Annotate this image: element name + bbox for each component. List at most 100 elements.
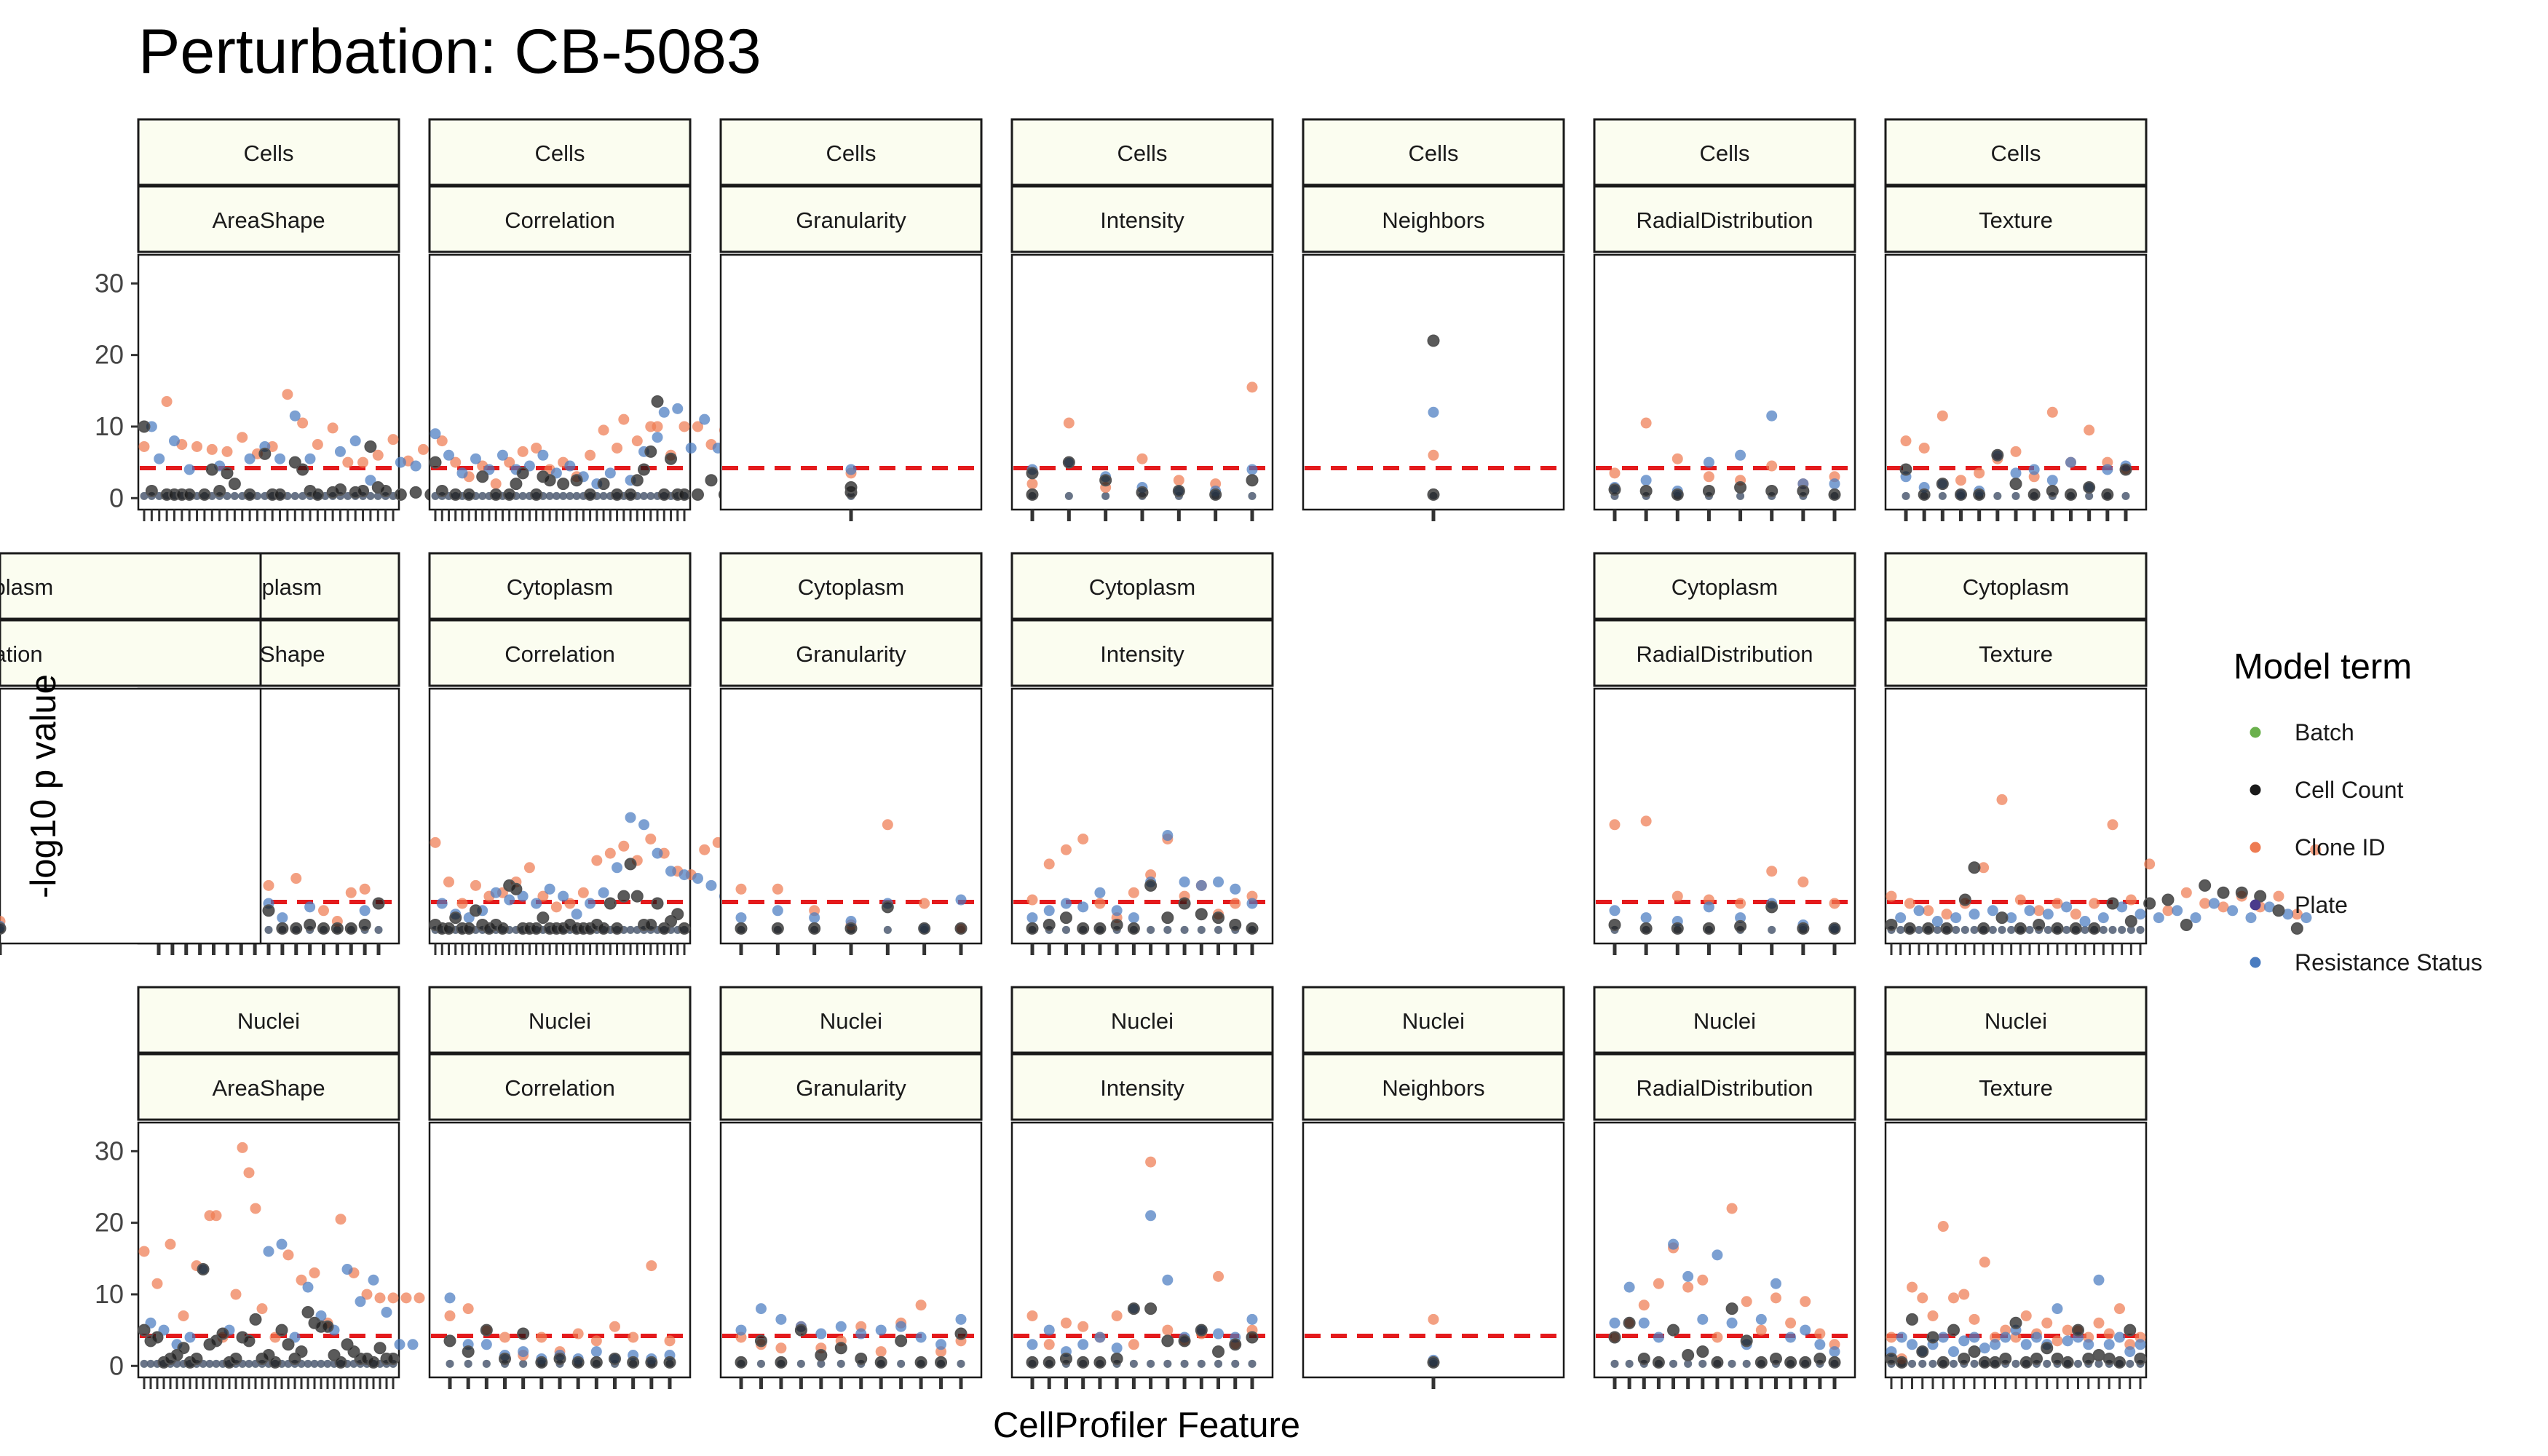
point-resistance-status <box>244 453 256 464</box>
point-cell-count <box>317 922 330 935</box>
point-clone-id <box>290 873 302 885</box>
point-cell-count <box>1608 483 1621 496</box>
point-cell-count <box>1195 1324 1208 1337</box>
point-clone-id <box>221 446 233 457</box>
point-cell-count <box>1110 918 1123 931</box>
point-cell-count <box>1195 908 1208 921</box>
point-cell-count <box>429 456 442 469</box>
point-cell-count <box>290 922 303 935</box>
point-plate <box>140 491 149 500</box>
point-resistance-status <box>2114 1332 2125 1343</box>
point-cell-count <box>1059 1352 1072 1365</box>
point-cell-count <box>1978 1356 1991 1369</box>
strip-box <box>137 118 400 186</box>
point-clone-id <box>1653 1278 1664 1289</box>
point-clone-id <box>327 422 339 434</box>
point-cell-count <box>1062 456 1075 469</box>
point-resistance-status <box>1703 456 1714 468</box>
strip-box <box>1884 1053 2148 1121</box>
point-cell-count <box>1903 922 1916 935</box>
point-resistance-status <box>1145 1210 1157 1222</box>
point-resistance-status <box>1987 905 1998 917</box>
point-resistance-status <box>490 887 502 898</box>
strip-box <box>1010 185 1274 253</box>
point-cell-count <box>321 1320 334 1333</box>
point-clone-id <box>628 1332 639 1343</box>
point-clone-id <box>919 898 930 909</box>
point-clone-id <box>1111 1310 1123 1321</box>
point-clone-id <box>297 417 309 429</box>
point-plate <box>1998 925 2006 934</box>
point-clone-id <box>591 855 603 866</box>
point-resistance-status <box>895 1321 907 1332</box>
strip-box <box>0 552 262 620</box>
point-resistance-status <box>154 453 165 464</box>
point-clone-id <box>165 1238 176 1250</box>
strip-label-compartment: Cells <box>535 141 585 166</box>
strip-box <box>0 619 262 687</box>
point-clone-id <box>400 1292 412 1304</box>
point-resistance-status <box>444 1292 456 1304</box>
point-clone-id <box>387 1292 399 1304</box>
point-plate <box>1147 1359 1155 1368</box>
point-resistance-status <box>276 1238 288 1250</box>
point-plate <box>298 491 307 500</box>
legend-label: Batch <box>2295 719 2354 745</box>
point-cell-count <box>2113 1356 2126 1369</box>
strip-box <box>719 986 983 1054</box>
strip-box <box>428 986 692 1054</box>
point-clone-id <box>499 1332 510 1343</box>
point-cell-count <box>2027 488 2041 501</box>
strip-label-feature-group: Intensity <box>1100 641 1184 667</box>
strip-label-feature-group: Texture <box>1979 207 2053 233</box>
point-resistance-status <box>2079 916 2091 927</box>
point-clone-id <box>374 1292 386 1304</box>
point-cell-count <box>895 1334 908 1348</box>
plot-area <box>1593 253 1856 511</box>
point-resistance-status <box>1735 449 1746 461</box>
point-cell-count <box>1828 488 1841 501</box>
point-clone-id <box>138 440 150 452</box>
point-cell-count <box>1639 484 1653 497</box>
point-plate <box>1197 1359 1206 1368</box>
point-clone-id <box>444 1310 456 1321</box>
point-cell-count <box>249 1313 262 1326</box>
point-plate <box>640 491 649 500</box>
point-resistance-status <box>2172 905 2183 917</box>
point-resistance-status <box>604 467 616 479</box>
point-clone-id <box>2046 406 2058 418</box>
point-plate <box>1163 925 1172 934</box>
legend-key-plate <box>2250 899 2261 911</box>
point-cell-count <box>1968 1345 1981 1358</box>
point-plate <box>212 1359 221 1368</box>
point-clone-id <box>191 440 203 452</box>
point-cell-count <box>387 1352 400 1365</box>
strip-box <box>137 1053 400 1121</box>
strip-label-compartment: Cells <box>1991 141 2041 166</box>
point-cell-count <box>344 922 357 935</box>
point-plate <box>897 1359 906 1368</box>
point-resistance-status <box>598 887 609 898</box>
point-clone-id <box>1060 844 1072 855</box>
point-cell-count <box>2051 922 2064 935</box>
point-cell-count <box>296 463 309 476</box>
point-cell-count <box>630 474 644 487</box>
point-clone-id <box>1230 898 1241 909</box>
point-resistance-status <box>735 912 747 924</box>
point-cell-count <box>624 858 637 871</box>
point-resistance-status <box>1958 1335 1970 1347</box>
point-plate <box>2118 925 2126 934</box>
point-plate <box>2007 925 2016 934</box>
point-cell-count <box>1144 1302 1158 1315</box>
point-cell-count <box>855 1352 868 1365</box>
point-clone-id <box>1671 890 1683 902</box>
point-clone-id <box>652 421 663 432</box>
legend-key-resistance-status <box>2250 957 2261 968</box>
strip-box <box>719 118 983 186</box>
point-clone-id <box>1979 1257 1990 1268</box>
strip-box <box>1593 552 1856 620</box>
strip-label-feature-group: AreaShape <box>212 1075 325 1101</box>
point-cell-count <box>2019 1356 2033 1369</box>
y-tick-label: 10 <box>95 411 124 441</box>
point-cell-count <box>358 918 371 931</box>
